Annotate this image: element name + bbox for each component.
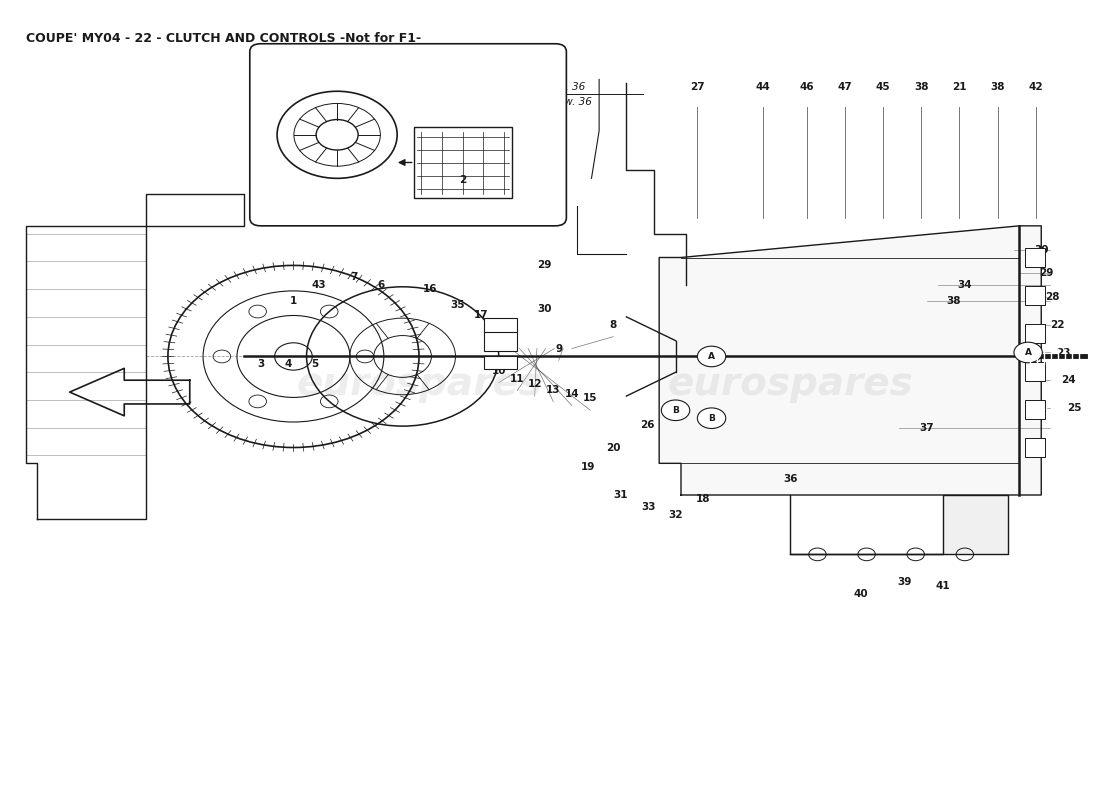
Text: 11: 11 [510,374,525,384]
Text: 2: 2 [459,175,466,185]
Bar [414,127,512,198]
Text: 32: 32 [669,510,683,520]
Text: 31: 31 [614,490,628,500]
Text: 19: 19 [581,462,595,472]
FancyBboxPatch shape [250,44,566,226]
Text: 33: 33 [641,502,656,512]
Text: 29: 29 [1040,268,1054,278]
Text: 10: 10 [492,366,506,376]
Bar [484,318,517,332]
Text: 44: 44 [756,82,770,92]
Text: 40: 40 [854,589,868,599]
Text: 20: 20 [606,442,620,453]
Text: B: B [672,406,679,414]
Bar [484,330,517,350]
Text: 14: 14 [564,389,579,398]
Text: 9: 9 [556,343,562,354]
Text: 16: 16 [422,284,437,294]
Bar [1025,324,1045,343]
Text: eurospares: eurospares [668,365,913,403]
Text: Vedi Tav. 36: Vedi Tav. 36 [522,82,585,92]
Bar [1025,248,1045,267]
Text: 45: 45 [876,82,890,92]
Polygon shape [69,368,189,416]
Text: 38: 38 [990,82,1004,92]
Text: 28: 28 [1045,292,1059,302]
Text: 3: 3 [257,359,264,370]
Text: COUPE' MY04 - 22 - CLUTCH AND CONTROLS -Not for F1-: COUPE' MY04 - 22 - CLUTCH AND CONTROLS -… [26,32,421,45]
Text: 22: 22 [1050,320,1065,330]
Text: A: A [708,352,715,361]
Circle shape [661,400,690,421]
Text: 1: 1 [289,296,297,306]
Text: 37: 37 [920,422,934,433]
Text: See Draw. 36: See Draw. 36 [522,98,592,107]
Text: 36: 36 [783,474,798,484]
Text: 15: 15 [583,394,597,403]
Bar [1025,438,1045,457]
Text: 28: 28 [537,213,552,223]
Text: 24: 24 [1062,375,1076,386]
Text: 12: 12 [528,379,542,389]
Text: 38: 38 [947,296,961,306]
Text: 46: 46 [800,82,814,92]
Circle shape [697,408,726,429]
Bar [1025,286,1045,305]
Text: 39: 39 [898,577,912,587]
Text: 17: 17 [474,310,488,320]
Text: B: B [708,414,715,422]
Text: eurospares: eurospares [296,365,542,403]
Bar [1025,362,1045,381]
Circle shape [697,346,726,366]
Text: 25: 25 [1067,403,1081,413]
Text: 26: 26 [640,420,654,430]
Text: 7: 7 [350,272,358,282]
Text: 30: 30 [1034,245,1048,254]
Text: 27: 27 [690,82,705,92]
Bar [484,357,517,369]
Text: 23: 23 [1056,347,1070,358]
Text: 4: 4 [284,359,292,370]
Text: 42: 42 [1028,82,1043,92]
Text: 41: 41 [936,581,950,591]
Circle shape [1014,342,1043,362]
Text: 43: 43 [311,280,326,290]
Text: 35: 35 [450,300,464,310]
Text: 13: 13 [546,385,561,394]
Text: 34: 34 [957,280,972,290]
Text: 8: 8 [609,320,617,330]
Polygon shape [659,226,1042,495]
Text: 5: 5 [311,359,319,370]
Text: 21: 21 [953,82,967,92]
Bar [1025,400,1045,419]
Text: 38: 38 [914,82,928,92]
Text: 6: 6 [377,280,384,290]
Text: A: A [1024,348,1032,357]
Text: 47: 47 [837,82,852,92]
Text: 30: 30 [537,304,552,314]
Text: 18: 18 [695,494,711,504]
Polygon shape [790,495,1009,554]
Text: 29: 29 [538,261,552,270]
